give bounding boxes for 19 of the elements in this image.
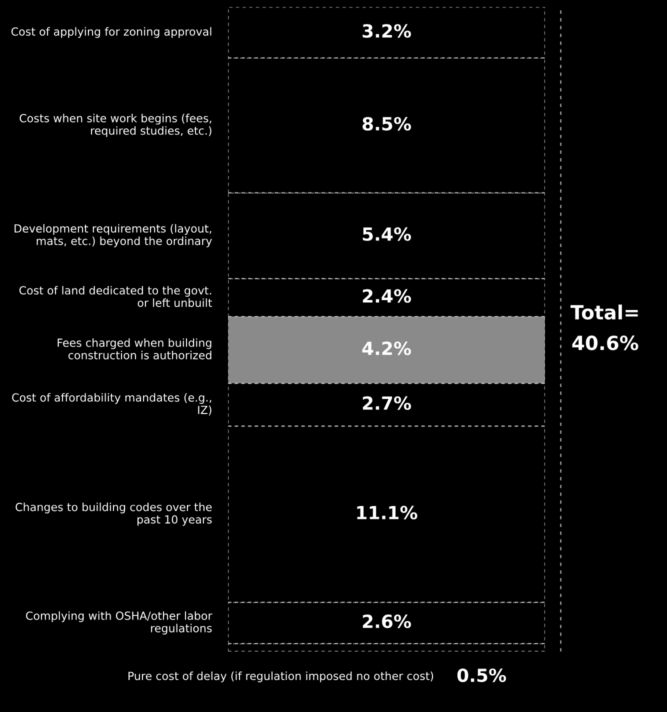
data-label: 2.6% [362, 614, 411, 628]
series-label: Cost of affordability mandates (e.g., IZ) [12, 393, 212, 416]
series-label: Changes to building codes over the past 10 years [16, 502, 212, 526]
series-label: Fees charged when building construction is authorized [58, 338, 212, 360]
text: Total= 40.6% [570, 304, 638, 350]
series-label: Cost of applying for zoning approval [11, 27, 212, 38]
series-label: Cost of land dedicated to the govt. or left unbuilt [19, 286, 212, 308]
data-label: 4.2% [362, 342, 411, 356]
series-label: Costs when site work begins (fees, required studies, etc.) [20, 114, 212, 137]
data-label: 11.1% [357, 506, 418, 520]
data-label: 3.2% [362, 24, 411, 38]
data-label: 2.7% [362, 396, 411, 410]
series-label: Complying with OSHA/other labor regulations [26, 611, 212, 635]
data-label: 5.4% [362, 227, 411, 241]
series-label: Development requirements (layout, mats, etc.) beyond the ordinary [14, 224, 212, 248]
data-label: 2.4% [362, 289, 411, 303]
data-label: 0.5% [457, 668, 506, 682]
data-label: 8.5% [362, 116, 411, 131]
series-label: Pure cost of delay (if regulation imposed no other cost) [128, 671, 434, 682]
